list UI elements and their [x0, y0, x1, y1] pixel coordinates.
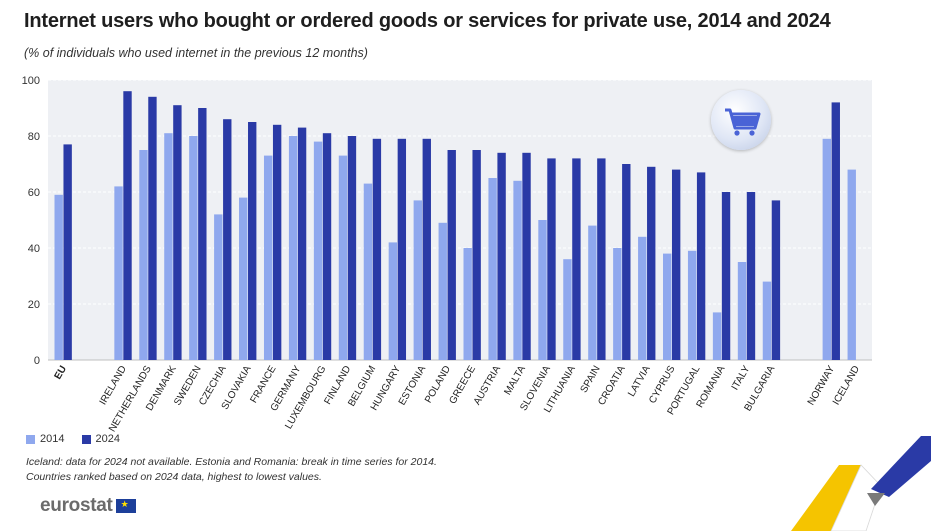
bar-2024-czechia — [223, 119, 232, 360]
bar-2024-belgium — [372, 138, 382, 360]
bar-2014-slovenia — [538, 220, 547, 360]
bar-2014-bulgaria — [762, 281, 772, 360]
note-line-1: Iceland: data for 2024 not available. Es… — [26, 456, 437, 468]
bar-2014-hungary — [388, 242, 398, 360]
bar-2024-austria — [497, 152, 506, 360]
bar-2024-luxembourg — [322, 133, 332, 360]
bar-2024-spain — [597, 158, 606, 360]
bar-2024-hungary — [397, 138, 407, 360]
bar-2014-romania — [712, 312, 722, 360]
bar-2014-finland — [338, 155, 348, 360]
bar-2024-poland — [447, 150, 456, 360]
bar-2024-cyprus — [671, 169, 681, 360]
bar-2024-lithuania — [572, 158, 581, 360]
bar-2024-eu — [63, 144, 72, 360]
bar-2024-slovakia — [248, 122, 257, 360]
bar-2014-slovakia — [239, 197, 248, 360]
eurostat-logo: eurostat ★ — [40, 495, 136, 517]
chart-subtitle: (% of individuals who used internet in t… — [24, 46, 368, 60]
bar-2014-greece — [463, 248, 472, 360]
bar-2014-luxembourg — [313, 141, 323, 360]
bar-2014-denmark — [164, 133, 173, 360]
bar-2014-italy — [737, 262, 747, 360]
x-tick-label: MALTA — [502, 364, 528, 397]
note-line-2: Countries ranked based on 2024 data, hig… — [26, 471, 322, 483]
legend-label-2014: 2014 — [40, 433, 65, 445]
legend-item-2024: 2024 — [81, 433, 121, 445]
bar-2024-latvia — [647, 166, 656, 360]
shopping-cart-icon — [711, 90, 771, 150]
bar-2014-france — [263, 155, 273, 360]
bar-2024-sweden — [198, 108, 207, 360]
bar-2014-lithuania — [563, 259, 572, 360]
legend-swatch-2014 — [26, 434, 35, 444]
bar-2014-ireland — [114, 186, 123, 360]
bar-2014-czechia — [214, 214, 223, 360]
legend-item-2014: 2014 — [26, 433, 64, 445]
y-tick-label: 100 — [22, 75, 40, 87]
y-tick-label: 60 — [28, 187, 40, 199]
x-tick-label: LATVIA — [626, 364, 653, 399]
bar-2024-greece — [472, 150, 481, 360]
bar-2024-bulgaria — [771, 200, 781, 360]
bar-2014-iceland — [847, 169, 856, 360]
bar-2014-cyprus — [663, 253, 672, 360]
bar-2014-malta — [513, 180, 522, 360]
corner-decoration — [791, 436, 931, 531]
legend-swatch-2024 — [81, 434, 91, 444]
y-tick-label: 80 — [28, 131, 40, 143]
bar-2014-estonia — [413, 200, 422, 360]
bar-2014-norway — [822, 138, 831, 360]
chart-title: Internet users who bought or ordered goo… — [24, 10, 831, 32]
bar-2024-germany — [297, 127, 307, 360]
bar-2024-france — [272, 124, 282, 360]
logo-text: eurostat — [40, 495, 113, 516]
bar-2024-norway — [831, 102, 840, 361]
x-tick-label: SPAIN — [579, 364, 603, 395]
bar-2014-eu — [54, 194, 63, 360]
bar-2024-slovenia — [547, 158, 556, 360]
y-tick-label: 40 — [28, 243, 40, 255]
bar-2014-croatia — [613, 248, 622, 360]
bar-2024-finland — [347, 136, 357, 360]
bar-2014-austria — [488, 178, 497, 360]
bar-2024-denmark — [173, 105, 182, 360]
bar-2014-portugal — [687, 250, 697, 360]
bar-2024-romania — [721, 192, 731, 360]
y-tick-label: 20 — [28, 299, 40, 311]
bar-2024-malta — [522, 152, 531, 360]
bar-2014-germany — [288, 136, 298, 360]
bar-2024-portugal — [696, 172, 706, 360]
chart-notes: Iceland: data for 2024 not available. Es… — [26, 455, 437, 485]
bar-2014-spain — [588, 225, 597, 360]
bar-2024-italy — [746, 192, 756, 360]
x-tick-label: EU — [53, 364, 69, 382]
bar-2014-sweden — [189, 136, 198, 360]
bar-2024-croatia — [622, 164, 631, 360]
y-tick-label: 0 — [34, 355, 40, 367]
bar-2024-estonia — [422, 138, 431, 360]
bar-2014-poland — [438, 222, 447, 360]
eu-flag-icon: ★ — [115, 499, 136, 513]
x-tick-label: ITALY — [730, 364, 753, 393]
legend: 2014 2024 — [26, 433, 134, 447]
bar-2014-belgium — [363, 183, 373, 360]
legend-label-2024: 2024 — [95, 433, 121, 445]
bar-2014-netherlands — [139, 150, 148, 360]
bar-2024-ireland — [123, 91, 132, 360]
bar-2024-netherlands — [148, 96, 157, 361]
bar-2014-latvia — [638, 236, 647, 360]
